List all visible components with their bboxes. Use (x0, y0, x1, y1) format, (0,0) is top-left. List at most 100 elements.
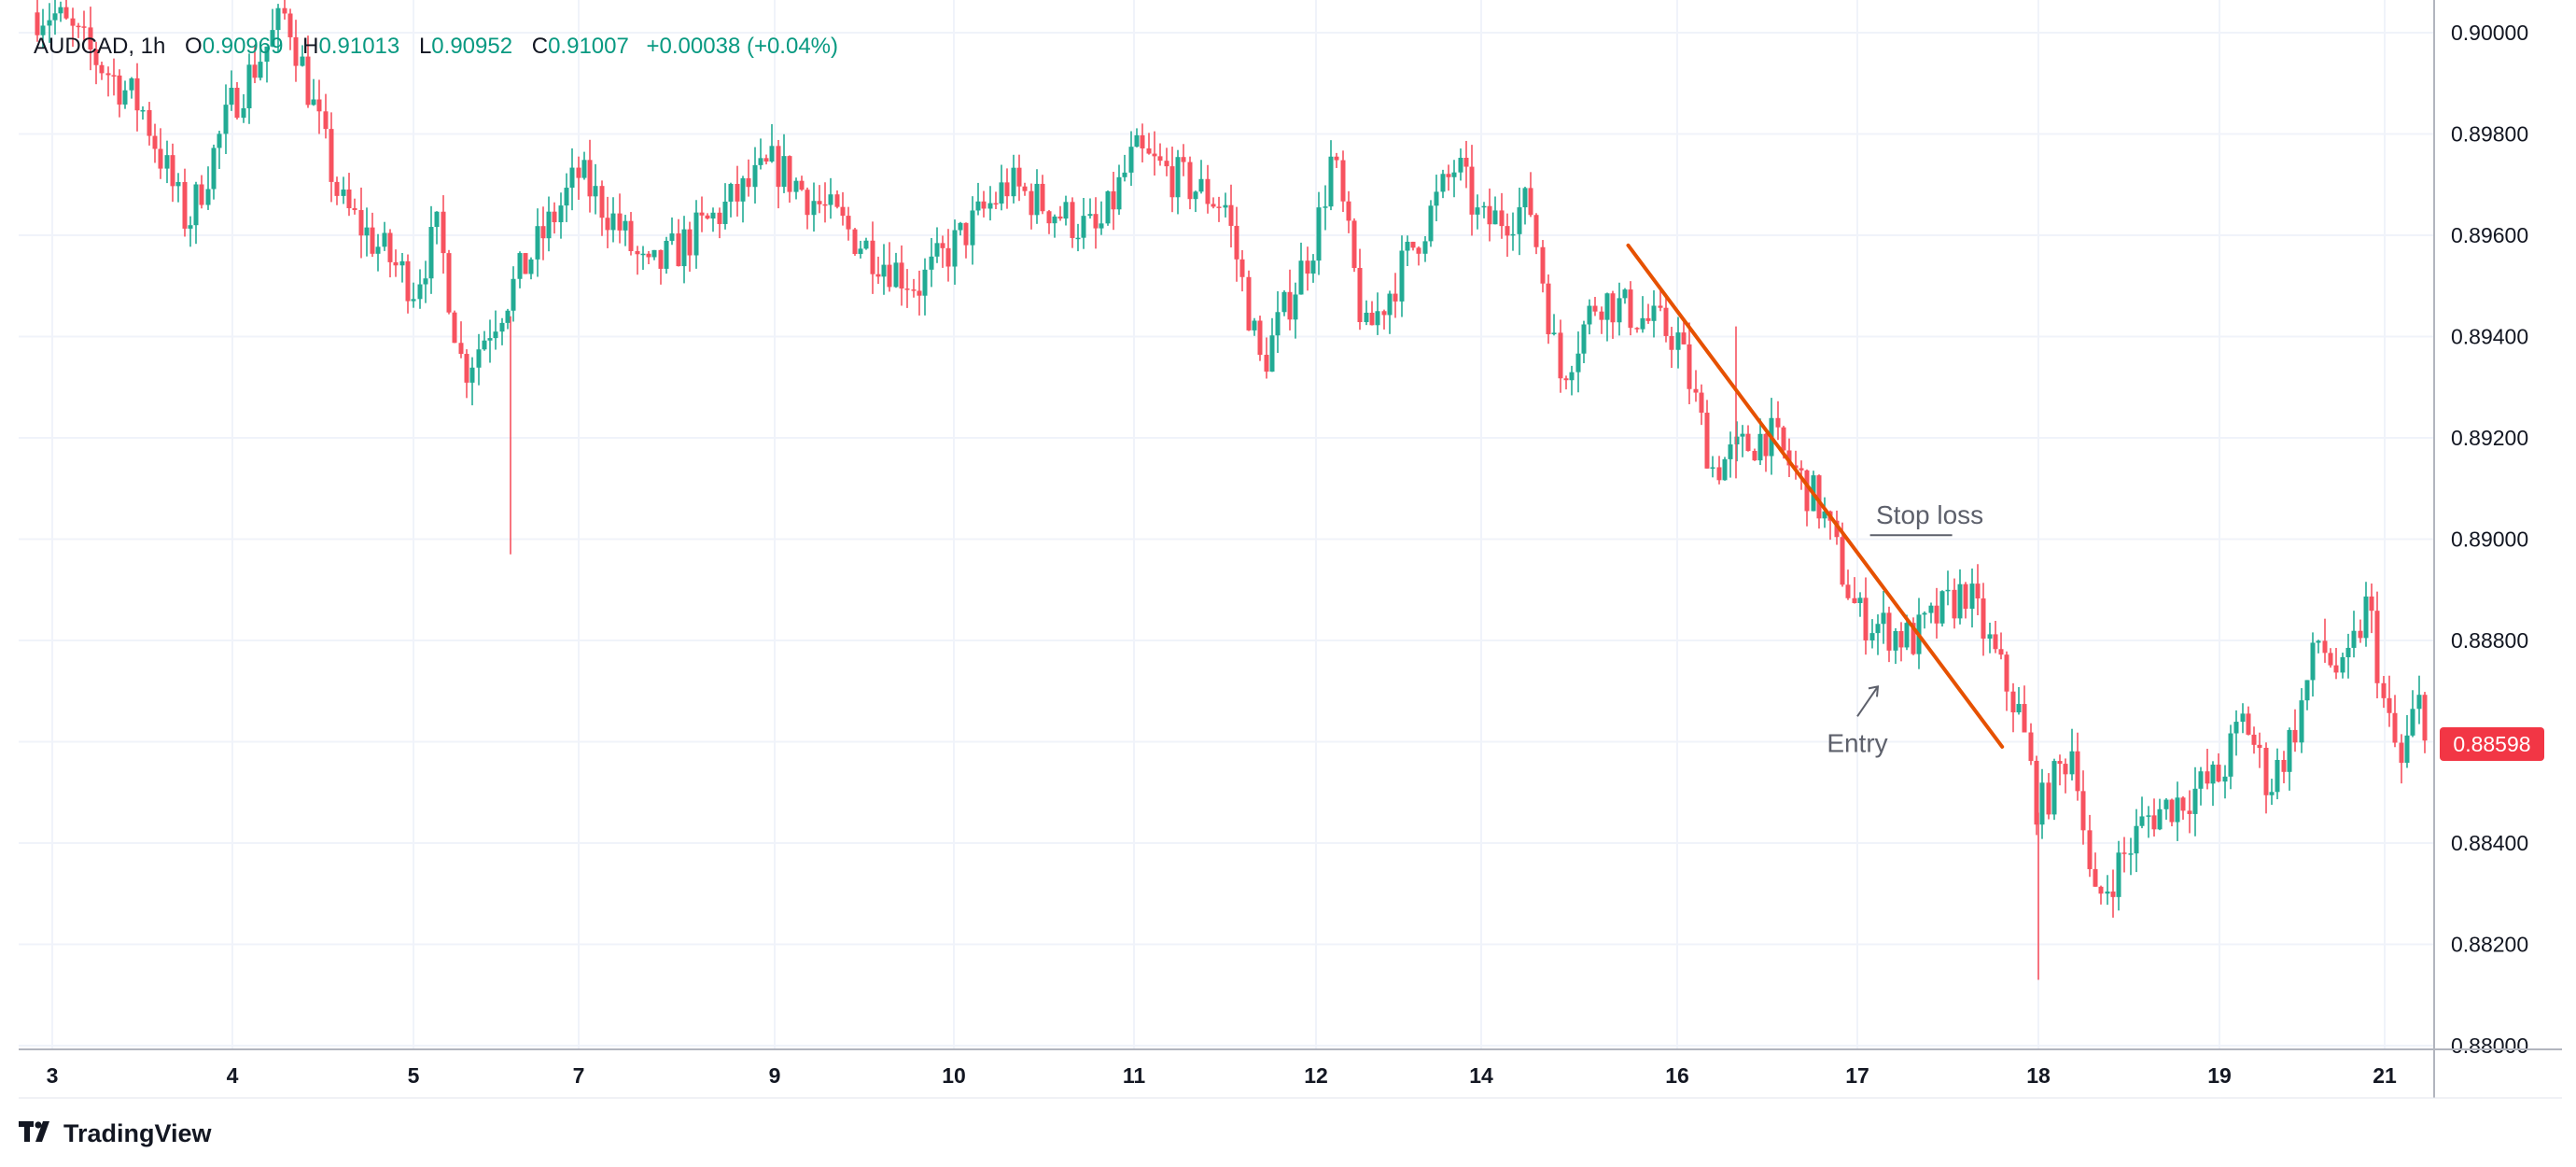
candle-body (411, 299, 416, 302)
candle-body (952, 230, 958, 267)
axes: 0.90000 0.89800 0.89600 0.89400 0.89200 0.890… (19, 0, 2562, 1099)
candle-body (987, 203, 993, 209)
candle-body (405, 260, 411, 302)
candle-body (1775, 417, 1781, 428)
candle-body (311, 99, 316, 105)
candle-body (640, 253, 646, 256)
candle-body (2098, 886, 2104, 894)
candle-body (2381, 682, 2387, 698)
candle-body (1704, 413, 1710, 469)
candle-body (2046, 782, 2051, 815)
legend-low-value: 0.90952 (431, 34, 513, 59)
candle-body (1246, 276, 1252, 330)
candle-body (1434, 191, 1439, 206)
y-tick-label: 0.89200 (2451, 426, 2528, 450)
candle-body (393, 261, 399, 266)
candle-body (1293, 294, 1298, 320)
candle-body (1364, 312, 1369, 323)
candle-body (487, 338, 493, 341)
candle-body (1451, 172, 1457, 177)
candle-body (1952, 589, 1957, 619)
candle-body (1152, 153, 1157, 157)
candle-body (358, 210, 364, 236)
candle-body (2075, 751, 2080, 792)
candle-body (2128, 853, 2134, 855)
candle-body (840, 206, 846, 217)
candle-body (929, 256, 934, 270)
candle-body (2340, 656, 2345, 673)
trendline (1626, 243, 2005, 749)
candle-body (1298, 260, 1304, 295)
candle-body (1575, 353, 1581, 373)
candle-body (1022, 186, 1028, 191)
candle-body (593, 186, 598, 197)
x-tick-label: 7 (573, 1063, 585, 1088)
candle-body (605, 218, 610, 231)
candle-body (1716, 467, 1722, 481)
candle-body (569, 167, 575, 189)
candle-body (305, 56, 311, 105)
candle-body (499, 322, 505, 332)
legend-open-label: O (185, 34, 203, 59)
candles (35, 0, 2428, 980)
candle-body (1228, 204, 1234, 226)
candle-body (300, 56, 305, 66)
candle-body (111, 75, 117, 77)
candle-body (863, 240, 869, 249)
candle-body (1116, 176, 1122, 210)
candle-body (1863, 598, 1869, 640)
candle-body (275, 7, 281, 31)
candle-body (2105, 891, 2110, 894)
candle-body (70, 18, 76, 26)
candle-body (2087, 830, 2093, 869)
candle-body (241, 107, 246, 119)
candle-body (1093, 214, 1099, 229)
candle-body (81, 26, 87, 28)
candle-body (2233, 722, 2239, 734)
candle-body (975, 201, 981, 211)
candle-body (329, 129, 334, 182)
candle-body (1599, 311, 1604, 320)
candle-body (523, 253, 528, 274)
candle-body (76, 25, 81, 28)
candle-body (1675, 332, 1681, 350)
candle-body (681, 229, 687, 267)
candle-body (1533, 215, 1539, 247)
candle-body (1257, 320, 1263, 356)
candle-body (1181, 157, 1186, 162)
candle-body (1029, 190, 1034, 216)
x-tick-label: 14 (1469, 1063, 1493, 1088)
candle-body (1781, 427, 1786, 451)
candle-body (1316, 207, 1322, 261)
candle-body (540, 226, 546, 239)
candle-body (88, 27, 93, 49)
candle-body (576, 167, 581, 178)
candle-body (2374, 611, 2380, 683)
candle-body (417, 284, 423, 300)
candle-body (1693, 388, 1699, 393)
candle-body (2240, 713, 2246, 723)
candle-body (870, 240, 875, 274)
candle-body (1252, 320, 1257, 330)
candle-body (2134, 825, 2139, 854)
candle-body (287, 13, 293, 37)
candle-body (1734, 436, 1740, 445)
y-tick-label: 0.90000 (2451, 21, 2528, 45)
candle-body (270, 30, 275, 47)
candle-body (1040, 183, 1045, 212)
tradingview-branding[interactable]: TradingView (19, 1117, 212, 1150)
candle-body (423, 278, 428, 285)
candle-body (2151, 815, 2157, 830)
candle-body (922, 269, 928, 296)
candle-body (1752, 450, 1757, 461)
candle-body (1617, 298, 1622, 323)
candle-body (1499, 210, 1505, 227)
candle-body (2198, 771, 2204, 789)
y-tick-label: 0.88800 (2451, 628, 2528, 653)
candle-body (693, 212, 699, 256)
candle-body (2328, 653, 2333, 666)
x-tick-label: 4 (227, 1063, 239, 1088)
candle-body (635, 250, 640, 255)
